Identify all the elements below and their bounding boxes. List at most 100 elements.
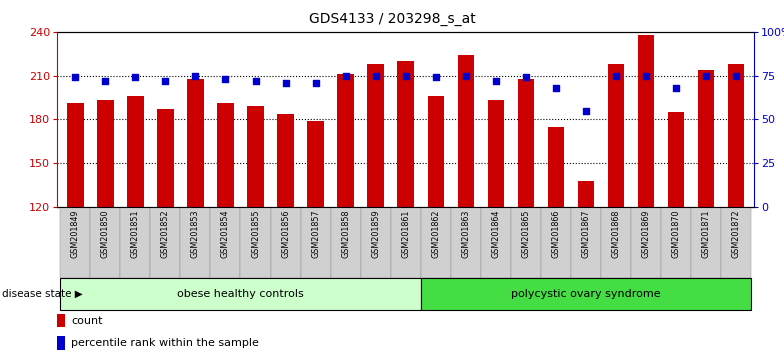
Bar [300,207,331,278]
Text: GSM201850: GSM201850 [101,209,110,258]
Bar [90,207,120,278]
Point [220,76,232,82]
Bar [180,207,210,278]
Point [700,73,713,79]
Bar [571,207,601,278]
Bar [390,207,421,278]
Text: GDS4133 / 203298_s_at: GDS4133 / 203298_s_at [309,12,475,27]
Bar [427,96,444,207]
Point [339,73,352,79]
Bar [548,127,564,207]
Point [550,85,562,91]
Bar [331,207,361,278]
Bar [511,207,541,278]
Point [369,73,382,79]
Bar [421,207,451,278]
Text: GSM201853: GSM201853 [191,209,200,258]
Bar [601,207,631,278]
Bar [608,64,624,207]
Text: count: count [71,316,103,326]
Bar [541,207,571,278]
Bar [668,112,684,207]
Text: GSM201870: GSM201870 [672,209,681,258]
Text: GSM201851: GSM201851 [131,209,140,258]
Bar [631,207,661,278]
Text: GSM201871: GSM201871 [702,209,710,258]
Bar [151,207,180,278]
Bar [278,114,294,207]
Point [310,80,322,86]
Text: percentile rank within the sample: percentile rank within the sample [71,338,260,348]
Bar [451,207,481,278]
Bar [361,207,390,278]
Text: GSM201854: GSM201854 [221,209,230,258]
Bar [368,64,384,207]
Bar [57,314,65,327]
Text: GSM201859: GSM201859 [371,209,380,258]
Bar [691,207,721,278]
Text: GSM201872: GSM201872 [731,209,741,258]
Bar [247,106,263,207]
Text: GSM201849: GSM201849 [71,209,80,258]
Text: disease state ▶: disease state ▶ [2,289,82,299]
Text: GSM201869: GSM201869 [641,209,651,258]
Text: GSM201863: GSM201863 [461,209,470,258]
Point [730,73,742,79]
Bar [127,96,143,207]
Point [640,73,652,79]
Bar [337,74,354,207]
Point [279,80,292,86]
Point [399,73,412,79]
Text: GSM201856: GSM201856 [281,209,290,258]
Text: GSM201868: GSM201868 [612,209,620,258]
Point [610,73,622,79]
Text: GSM201866: GSM201866 [551,209,561,258]
Bar [481,207,511,278]
Point [129,75,142,80]
Text: GSM201862: GSM201862 [431,209,441,258]
Text: GSM201857: GSM201857 [311,209,320,258]
Bar [721,207,751,278]
Text: GSM201861: GSM201861 [401,209,410,258]
Bar [458,55,474,207]
Bar [307,121,324,207]
Bar [488,101,504,207]
Bar [661,207,691,278]
Bar [578,181,594,207]
Point [99,78,111,84]
Text: GSM201867: GSM201867 [582,209,590,258]
Text: GSM201865: GSM201865 [521,209,531,258]
Point [459,73,472,79]
Bar [97,101,114,207]
Bar [698,70,714,207]
Text: GSM201855: GSM201855 [251,209,260,258]
Point [579,108,592,114]
Bar [120,207,151,278]
Bar [60,207,90,278]
Point [69,75,82,80]
Bar [270,207,300,278]
Bar [241,207,270,278]
Point [670,85,682,91]
Point [520,75,532,80]
Bar [728,64,745,207]
Text: obese healthy controls: obese healthy controls [177,289,304,299]
Text: GSM201858: GSM201858 [341,209,350,258]
Text: GSM201852: GSM201852 [161,209,170,258]
Point [489,78,502,84]
Bar [57,336,65,350]
Point [189,73,201,79]
Bar [217,103,234,207]
Point [430,75,442,80]
Bar [517,79,534,207]
Bar [187,79,204,207]
Bar [397,61,414,207]
Text: polycystic ovary syndrome: polycystic ovary syndrome [511,289,661,299]
Bar [210,207,241,278]
Bar [638,35,655,207]
Point [249,78,262,84]
Text: GSM201864: GSM201864 [492,209,500,258]
Point [159,78,172,84]
Bar [67,103,84,207]
Bar [157,109,173,207]
